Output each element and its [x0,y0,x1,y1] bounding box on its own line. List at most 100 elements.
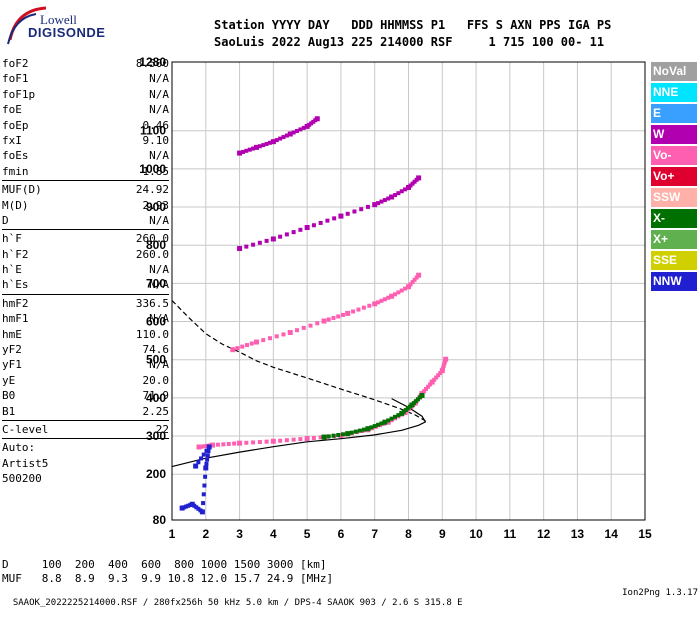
x-tick-label: 6 [338,527,345,541]
echo-point [291,230,296,235]
echo-point [359,207,364,212]
param-row: h`Es N/A [2,277,169,292]
echo-point [434,375,439,380]
y-tick-label: 200 [146,467,166,481]
echo-point [410,181,415,186]
echo-point [202,444,207,449]
echo-point [179,505,185,511]
echo-point [426,384,431,389]
param-value: 110.0 [135,327,169,341]
echo-point [345,431,351,437]
param-name: C-level [2,422,49,436]
x-tick-label: 14 [605,527,619,541]
echo-point [379,298,384,303]
echo-point [376,201,381,206]
param-value: 2.25 [142,404,170,418]
echo-point [415,397,420,402]
echo-point [336,432,341,437]
echo-point [244,440,249,445]
echo-point [392,414,397,419]
echo-point [379,421,384,426]
echo-point [278,136,283,141]
x-tick-label: 9 [439,527,446,541]
legend-item: X- [651,209,697,228]
echo-point [396,191,401,196]
echo-point [210,442,216,448]
echo-point [372,202,378,208]
param-row: foF2 8.500 [2,56,169,71]
legend-item: NNE [651,83,697,102]
echo-point [442,361,447,366]
echo-point [192,503,197,508]
param-value: 260.0 [135,247,169,261]
param-value: N/A [149,149,169,163]
param-row: D N/A [2,213,169,228]
param-value: N/A [149,312,169,326]
echo-point [245,343,250,348]
echo-point [251,440,256,445]
param-separator [2,293,169,295]
param-row: yF2 74.6 [2,342,169,357]
echo-point [389,416,394,421]
echo-point [202,483,207,488]
echo-point [251,146,256,151]
y-tick-label: 1000 [139,162,166,176]
param-row: foF1 N/A [2,71,169,86]
echo-point [230,347,236,353]
echo-point [318,220,323,225]
software-version: Ion2Png 1.3.17 [622,588,698,598]
echo-point [321,318,327,324]
echo-point [240,149,245,154]
param-row: foEs N/A [2,148,169,163]
param-name: foEs [2,149,29,163]
echo-point [372,301,378,307]
echo-point [278,438,283,443]
echo-point [287,131,293,137]
echo-point [199,509,205,515]
echo-point [338,433,344,439]
param-name: M(D) [2,198,29,212]
x-tick-label: 10 [469,527,483,541]
param-row: foE N/A [2,102,169,117]
x-tick-label: 4 [270,527,277,541]
auto-scaler-info: Auto: [2,441,36,455]
echo-point [295,128,300,133]
y-tick-label: 800 [146,238,166,252]
echo-point [264,141,269,146]
echo-point [356,307,361,312]
param-row: B1 2.25 [2,404,169,419]
echo-point [184,504,189,509]
echo-point [301,325,306,330]
echo-point [304,225,310,231]
echo-point [379,199,384,204]
x-tick-label: 8 [405,527,412,541]
echo-point [264,439,269,444]
echo-point [247,147,252,152]
echo-point [440,366,445,371]
echo-point [291,437,296,442]
param-value: 22 [155,422,169,436]
param-name: hmF1 [2,312,29,326]
echo-point [406,284,411,290]
echo-point [345,310,351,316]
param-value: 71.9 [142,389,170,403]
param-value: N/A [149,87,169,101]
param-row: hmE 110.0 [2,327,169,342]
echo-point [403,286,408,291]
echo-point [369,425,374,430]
param-name: h`Es [2,278,29,292]
echo-point [392,292,397,297]
echo-point [318,435,323,440]
echo-point [193,463,199,469]
y-tick-label: 600 [146,315,166,329]
echo-point [353,429,358,434]
x-tick-label: 3 [236,527,243,541]
legend-item: SSW [651,188,697,207]
y-tick-label: 500 [146,353,166,367]
echo-point [412,179,417,184]
param-row: foF1p N/A [2,87,169,102]
legend-item: W [651,125,697,144]
echo-point [376,422,381,427]
echo-point [386,418,391,423]
echo-point [240,344,245,349]
